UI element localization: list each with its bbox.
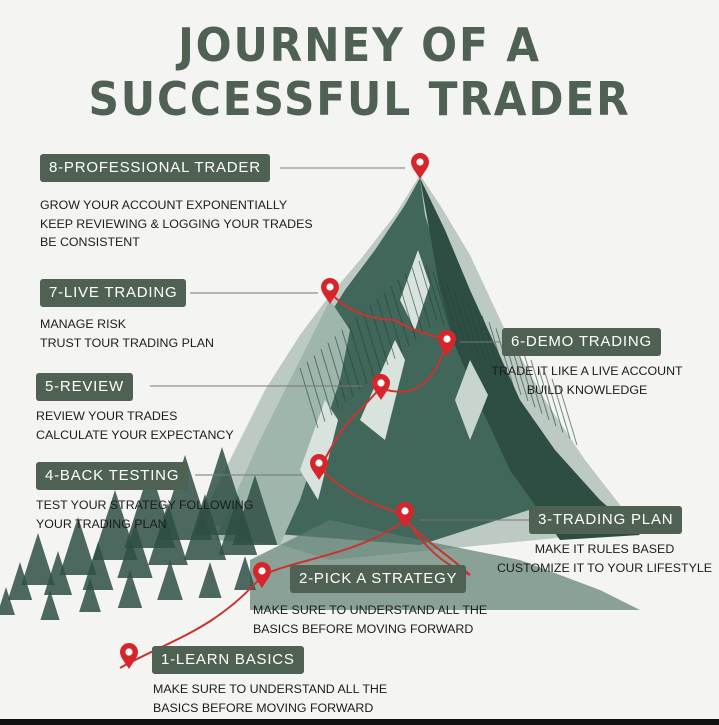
step-2-line-2: BASICS BEFORE MOVING FORWARD xyxy=(253,621,474,636)
step-7-description: MANAGE RISK TRUST TOUR TRADING PLAN xyxy=(40,315,214,352)
step-8-line-2: KEEP REVIEWING & LOGGING YOUR TRADES xyxy=(40,216,313,231)
pine-tree-icon xyxy=(157,560,183,600)
step-1-badge: 1-LEARN BASICS xyxy=(152,646,304,674)
map-pin-icon xyxy=(372,374,390,400)
pine-tree-icon xyxy=(40,590,60,620)
step-8-line-1: GROW YOUR ACCOUNT EXPONENTIALLY xyxy=(40,198,288,212)
step-8-description: GROW YOUR ACCOUNT EXPONENTIALLY KEEP REV… xyxy=(40,196,313,252)
map-pin-icon xyxy=(396,502,414,528)
map-pin-icon xyxy=(321,278,339,304)
step-2-description: MAKE SURE TO UNDERSTAND ALL THE BASICS B… xyxy=(253,601,487,638)
step-8-line-3: BE CONSISTENT xyxy=(40,235,140,249)
pine-tree-icon xyxy=(234,556,256,590)
step-6-line-2: BUILD KNOWLEDGE xyxy=(526,382,648,397)
step-7-badge: 7-LIVE TRADING xyxy=(40,279,187,307)
pine-tree-icon xyxy=(43,551,73,595)
pine-tree-icon xyxy=(59,517,97,575)
step-6-line-1: TRADE IT LIKE A LIVE ACCOUNT xyxy=(491,364,683,378)
pine-tree-icon xyxy=(0,587,15,615)
mountain-snow-streak-3 xyxy=(455,360,488,440)
forest xyxy=(0,447,278,620)
step-4-badge: 4-BACK TESTING xyxy=(36,462,189,490)
step-2-badge: 2-PICK A STRATEGY xyxy=(290,565,467,593)
mountain-hatching xyxy=(299,260,578,446)
pine-tree-icon xyxy=(198,562,222,598)
mountain-snow-streak-2 xyxy=(300,400,338,500)
step-3-line-1: MAKE IT RULES BASED xyxy=(534,542,675,556)
map-pin-icon xyxy=(310,454,328,480)
step-3-line-2: CUSTOMIZE IT TO YOUR LIFESTYLE xyxy=(496,560,713,575)
pine-tree-icon xyxy=(232,475,278,545)
step-3-badge: 3-TRADING PLAN xyxy=(529,506,683,534)
mountain-right-face xyxy=(420,178,640,540)
pine-tree-icon xyxy=(82,542,114,590)
step-4-description: TEST YOUR STRATEGY FOLLOWING YOUR TRADIN… xyxy=(36,496,253,533)
step-1-line-1: MAKE SURE TO UNDERSTAND ALL THE xyxy=(153,682,388,696)
step-5-badge: 5-REVIEW xyxy=(36,373,133,401)
step-8-badge: 8-PROFESSIONAL TRADER xyxy=(40,154,270,182)
step-3-description: MAKE IT RULES BASED CUSTOMIZE IT TO YOUR… xyxy=(490,540,719,577)
step-1-line-2: BASICS BEFORE MOVING FORWARD xyxy=(153,700,374,715)
step-6-description: TRADE IT LIKE A LIVE ACCOUNT BUILD KNOWL… xyxy=(477,362,697,399)
step-7-line-1: MANAGE RISK xyxy=(40,317,127,331)
pine-tree-icon xyxy=(21,533,55,585)
map-pin-icon xyxy=(438,330,456,356)
map-pin-icon xyxy=(411,153,429,179)
pine-tree-icon xyxy=(117,570,143,608)
step-4-line-1: TEST YOUR STRATEGY FOLLOWING xyxy=(36,498,254,512)
leader-lines xyxy=(150,167,530,521)
map-pin-icon xyxy=(253,562,271,588)
step-6-badge: 6-DEMO TRADING xyxy=(502,328,661,356)
step-5-line-1: REVIEW YOUR TRADES xyxy=(36,409,178,423)
pine-tree-icon xyxy=(117,523,153,578)
step-5-description: REVIEW YOUR TRADES CALCULATE YOUR EXPECT… xyxy=(36,407,234,444)
step-7-line-2: TRUST TOUR TRADING PLAN xyxy=(40,335,214,350)
pine-tree-icon xyxy=(7,562,33,600)
step-1-description: MAKE SURE TO UNDERSTAND ALL THE BASICS B… xyxy=(153,680,387,717)
title-line-2: SUCCESSFUL TRADER xyxy=(88,72,631,126)
pins xyxy=(120,153,456,669)
map-pin-icon xyxy=(120,643,138,669)
title-line-1: JOURNEY OF A xyxy=(178,18,541,72)
step-5-line-2: CALCULATE YOUR EXPECTANCY xyxy=(36,427,234,442)
pine-tree-icon xyxy=(79,578,101,612)
step-2-line-1: MAKE SURE TO UNDERSTAND ALL THE xyxy=(253,603,488,617)
step-4-line-2: YOUR TRADING PLAN xyxy=(36,516,167,531)
